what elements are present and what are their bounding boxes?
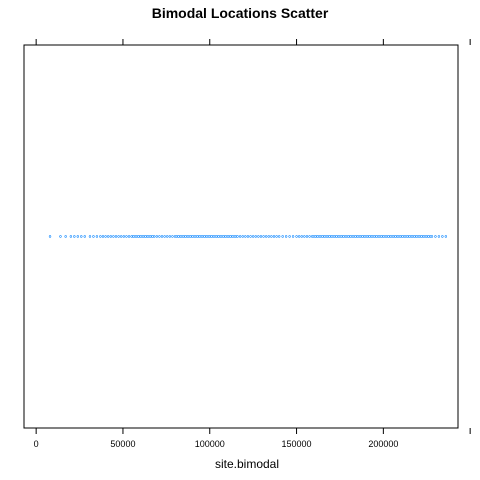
x-axis-label: site.bimodal [215, 457, 279, 471]
plot-frame [23, 44, 459, 429]
data-points [48, 235, 448, 238]
data-point [241, 235, 244, 238]
x-tick-label: 0 [34, 439, 39, 449]
data-point [114, 235, 118, 238]
data-point [48, 235, 52, 238]
data-point [80, 235, 83, 238]
data-point [246, 235, 250, 238]
data-point [267, 235, 270, 238]
data-point [270, 235, 273, 238]
data-point [109, 235, 113, 238]
data-point [106, 235, 110, 238]
chart-title: Bimodal Locations Scatter [152, 5, 329, 21]
data-point [92, 235, 95, 238]
data-point [244, 235, 247, 238]
data-point [101, 235, 105, 238]
data-point [83, 235, 86, 238]
data-point [284, 235, 288, 238]
data-point [281, 235, 284, 238]
data-point [120, 235, 123, 238]
data-point [73, 235, 76, 238]
data-point [434, 235, 437, 238]
data-point [444, 235, 448, 238]
data-point [168, 235, 172, 238]
data-point [64, 235, 67, 238]
data-point [295, 235, 298, 238]
data-point [308, 235, 311, 238]
data-point [163, 235, 166, 238]
data-point [277, 235, 281, 238]
data-point [127, 235, 131, 238]
data-point [76, 235, 80, 238]
data-point [441, 235, 444, 238]
data-point [155, 235, 159, 238]
data-point [303, 235, 306, 238]
data-point [291, 235, 295, 238]
bottom-axis-tick-labels: 0 50000 100000 150000 200000 [34, 439, 399, 449]
data-point [153, 235, 156, 238]
data-point [59, 235, 62, 238]
data-point [249, 235, 252, 238]
data-point [272, 235, 276, 238]
data-point [104, 235, 107, 238]
data-point [158, 235, 161, 238]
data-point [166, 235, 169, 238]
data-point [297, 235, 301, 238]
data-point [95, 235, 99, 238]
x-tick-label: 150000 [282, 439, 312, 449]
data-point [288, 235, 291, 238]
data-point [160, 235, 164, 238]
data-point [264, 235, 268, 238]
data-point [275, 235, 278, 238]
data-point [262, 235, 265, 238]
data-point [437, 235, 441, 238]
data-point [122, 235, 126, 238]
data-point [305, 235, 309, 238]
data-point [251, 235, 255, 238]
data-point [259, 235, 263, 238]
data-point [112, 235, 115, 238]
x-tick-label: 100000 [195, 439, 225, 449]
data-point [117, 235, 120, 238]
data-point [125, 235, 128, 238]
data-point [430, 235, 434, 238]
data-point [254, 235, 257, 238]
x-tick-label: 50000 [110, 439, 135, 449]
top-axis-ticks [35, 39, 471, 45]
bottom-axis-ticks [35, 428, 471, 434]
data-point [300, 235, 303, 238]
data-point [69, 235, 73, 238]
data-point [257, 235, 260, 238]
data-point [88, 235, 92, 238]
data-point [238, 235, 242, 238]
data-point [99, 235, 102, 238]
data-point [236, 235, 239, 238]
data-point [171, 235, 174, 238]
x-tick-label: 200000 [368, 439, 398, 449]
